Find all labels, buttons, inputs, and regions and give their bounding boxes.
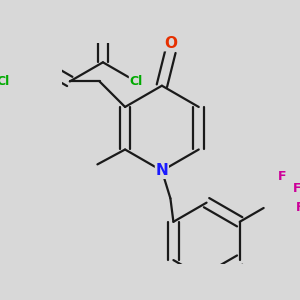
Text: Cl: Cl bbox=[130, 75, 143, 88]
Text: F: F bbox=[296, 201, 300, 214]
Text: F: F bbox=[292, 182, 300, 195]
Text: N: N bbox=[155, 163, 168, 178]
Text: O: O bbox=[164, 36, 177, 51]
Text: F: F bbox=[278, 170, 286, 183]
Text: Cl: Cl bbox=[0, 75, 10, 88]
